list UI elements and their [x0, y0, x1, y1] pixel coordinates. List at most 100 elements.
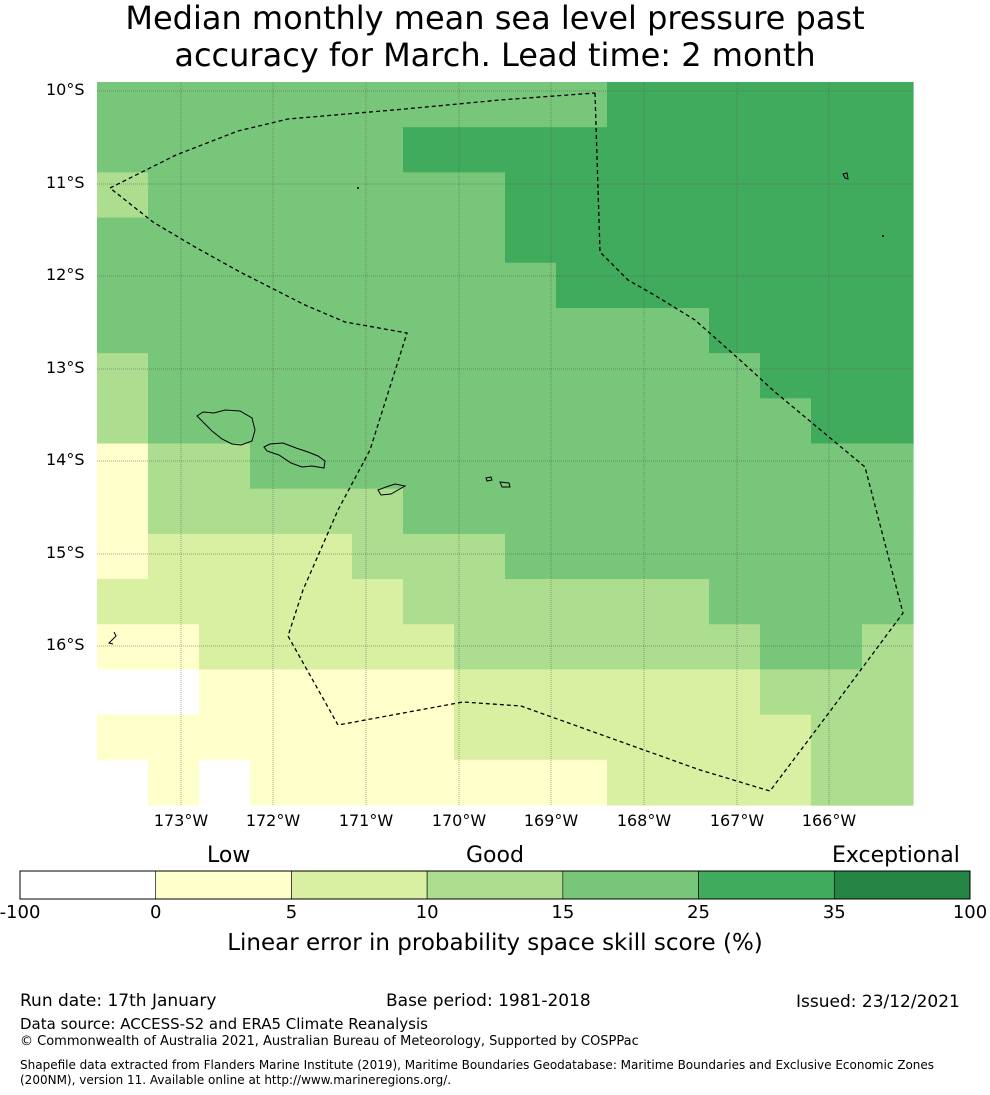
grid-cell	[862, 398, 914, 445]
grid-cell	[250, 624, 302, 671]
grid-cell	[862, 669, 914, 716]
grid-cell	[811, 262, 863, 309]
latitude-label: 11°S	[46, 173, 85, 192]
grid-cell	[403, 307, 455, 354]
grid-cell	[607, 172, 659, 219]
grid-cell	[199, 533, 251, 580]
grid-cell	[760, 262, 812, 309]
grid-cell	[454, 82, 506, 128]
grid-cell	[607, 262, 659, 309]
grid-cell	[760, 307, 812, 354]
category-low: Low	[207, 843, 251, 868]
grid-cell	[250, 262, 302, 309]
grid-cell	[862, 443, 914, 490]
grid-cell	[454, 353, 506, 399]
grid-cell	[301, 624, 353, 671]
island-swains	[842, 172, 849, 180]
grid-cell	[352, 82, 404, 128]
grid-cell	[658, 624, 710, 671]
grid-cell	[505, 443, 557, 490]
grid-cell	[250, 127, 302, 173]
grid-cell	[403, 262, 455, 309]
grid-cell	[352, 262, 404, 309]
grid-cell	[148, 533, 200, 580]
grid-cell	[505, 533, 557, 580]
grid-cell	[454, 307, 506, 354]
grid-cell	[454, 127, 506, 173]
grid-cell	[760, 488, 812, 535]
grid-cell	[97, 217, 149, 264]
grid-cell	[454, 172, 506, 219]
grid-cell	[760, 217, 812, 264]
skill-grid	[97, 82, 914, 806]
grid-cell	[760, 759, 812, 806]
grid-cell	[199, 624, 251, 671]
colorbar-tick-label: 10	[415, 902, 439, 923]
grid-cell	[607, 127, 659, 173]
grid-cell	[709, 398, 761, 445]
grid-cell	[454, 398, 506, 445]
grid-cell	[250, 443, 302, 490]
grid-cell	[97, 624, 149, 671]
grid-cell	[403, 579, 455, 625]
grid-cell	[556, 533, 608, 580]
grid-cell	[148, 624, 200, 671]
grid-cell	[97, 443, 149, 490]
grid-cell	[97, 533, 149, 580]
grid-cell	[862, 624, 914, 671]
grid-cell	[607, 353, 659, 399]
grid-cell	[760, 533, 812, 580]
grid-cell	[556, 172, 608, 219]
grid-cell	[862, 759, 914, 806]
grid-cell	[352, 714, 404, 761]
grid-cell	[709, 624, 761, 671]
grid-cell	[556, 443, 608, 490]
grid-cell	[709, 488, 761, 535]
grid-cell	[505, 579, 557, 625]
grid-cell	[454, 624, 506, 671]
grid-cell	[811, 127, 863, 173]
grid-cell	[709, 262, 761, 309]
grid-cell	[250, 759, 302, 806]
grid-cell	[607, 398, 659, 445]
grid-cell	[556, 714, 608, 761]
grid-cell	[199, 669, 251, 716]
colorbar-bin	[155, 870, 292, 900]
grid-cell	[148, 443, 200, 490]
grid-cell	[811, 488, 863, 535]
grid-cell	[760, 398, 812, 445]
grid-cell	[811, 579, 863, 625]
grid-cell	[658, 488, 710, 535]
map-gridlines	[97, 82, 913, 805]
shapefile-credit-line-2: (200NM), version 11. Available online at…	[20, 1073, 452, 1087]
grid-cell	[505, 488, 557, 535]
grid-cell	[199, 443, 251, 490]
longitude-label: 171°W	[338, 811, 394, 830]
grid-cell	[403, 172, 455, 219]
latitude-label: 13°S	[46, 358, 85, 377]
grid-cell	[97, 669, 149, 716]
grid-cell	[403, 443, 455, 490]
grid-cell	[556, 398, 608, 445]
latitude-label: 14°S	[46, 450, 85, 469]
grid-cell	[250, 307, 302, 354]
grid-cell	[505, 127, 557, 173]
grid-cell	[811, 353, 863, 399]
grid-cell	[505, 714, 557, 761]
grid-cell	[97, 127, 149, 173]
grid-cell	[658, 82, 710, 128]
colorbar-tick-label: 25	[687, 902, 711, 923]
grid-cell	[505, 217, 557, 264]
island-dot-2	[882, 235, 884, 237]
grid-cell	[658, 353, 710, 399]
grid-cell	[709, 759, 761, 806]
grid-cell	[97, 398, 149, 445]
grid-cell	[658, 172, 710, 219]
grid-cell	[352, 579, 404, 625]
shapefile-credit-line-1: Shapefile data extracted from Flanders M…	[20, 1058, 935, 1072]
grid-cell	[862, 353, 914, 399]
grid-cell	[250, 714, 302, 761]
grid-cell	[301, 714, 353, 761]
grid-cell	[811, 443, 863, 490]
grid-cell	[352, 353, 404, 399]
